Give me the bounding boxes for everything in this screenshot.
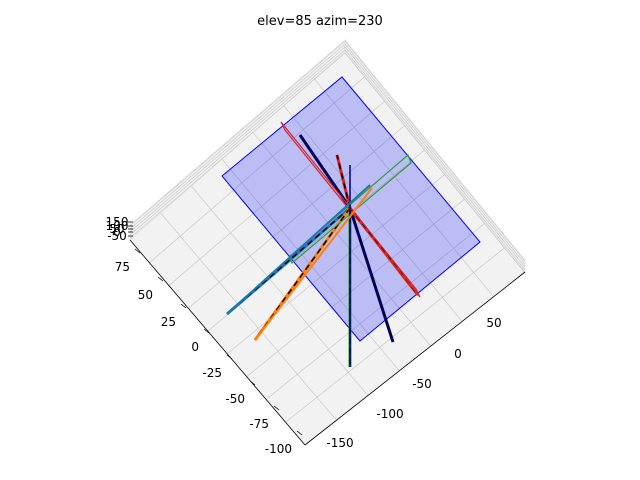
data-line (254, 187, 373, 341)
grid-line (129, 49, 346, 236)
x-tick-mark (226, 354, 233, 360)
grid-line (226, 173, 446, 355)
data-line (226, 184, 371, 315)
grid-line (160, 212, 337, 421)
y-tick-label: -50 (412, 377, 432, 391)
red-ribbon (280, 121, 421, 298)
x-tick-label: 25 (161, 315, 176, 329)
x-tick-label: 75 (115, 260, 130, 274)
x-tick-mark (273, 405, 280, 411)
x-axis-line (129, 239, 306, 446)
x-tick-label: 0 (191, 340, 199, 354)
x-tick-label: 50 (138, 288, 153, 302)
grid-line (129, 52, 346, 239)
grid-line (344, 52, 526, 274)
y-tick-label: 0 (454, 347, 462, 361)
grid-line (285, 247, 506, 423)
y-axis-line (304, 271, 526, 446)
data-line-dashed (299, 134, 351, 209)
grid-line (188, 125, 406, 309)
grid-line (129, 40, 346, 227)
y-tick-label: -100 (376, 407, 403, 421)
y-tick-label: 50 (486, 316, 501, 330)
grid-line (265, 222, 486, 400)
grid-line (168, 100, 386, 286)
grid-line (129, 46, 346, 233)
grid-line (344, 40, 526, 262)
x-tick-label: -75 (249, 417, 269, 431)
x-tick-mark (249, 380, 256, 386)
data-lines (226, 121, 421, 367)
axis-lines (129, 239, 526, 446)
x-axis-ticks: 75 50 25 0-25-50 -75 -100 (115, 248, 303, 456)
grid-line (252, 132, 431, 347)
x-tick-mark (203, 328, 210, 334)
grid-line (344, 43, 526, 265)
data-line-dashed (336, 154, 351, 209)
x-tick-mark (180, 303, 187, 309)
grid-line (149, 76, 366, 264)
x-tick-mark (296, 430, 303, 436)
z-tick-label: -50 (107, 229, 127, 243)
x-tick-label: -50 (225, 392, 245, 406)
grid-line (344, 46, 526, 268)
x-tick-mark (157, 276, 164, 282)
y-axis-ticks: -150 -100 -50 0 50 (326, 316, 501, 450)
chart-title: elev=85 azim=230 (257, 14, 383, 29)
grid-lines (129, 40, 526, 423)
grid-line (191, 186, 369, 396)
x-tick-label: -25 (202, 366, 222, 380)
grid-line (246, 198, 466, 377)
data-line-dashed (349, 207, 394, 343)
z-tick-label: 150 (106, 215, 129, 229)
grid-line (314, 78, 494, 297)
y-tick-label: -150 (326, 436, 353, 450)
grid-line (283, 105, 463, 322)
x-tick-label: -100 (265, 442, 292, 456)
z-tick-label: 100 (106, 219, 129, 233)
grid-line (129, 43, 346, 230)
z-tick-label: 50 (109, 222, 124, 236)
x-tick-mark (134, 248, 141, 254)
z-tick-label: 0 (113, 225, 121, 239)
grid-line (344, 49, 526, 271)
